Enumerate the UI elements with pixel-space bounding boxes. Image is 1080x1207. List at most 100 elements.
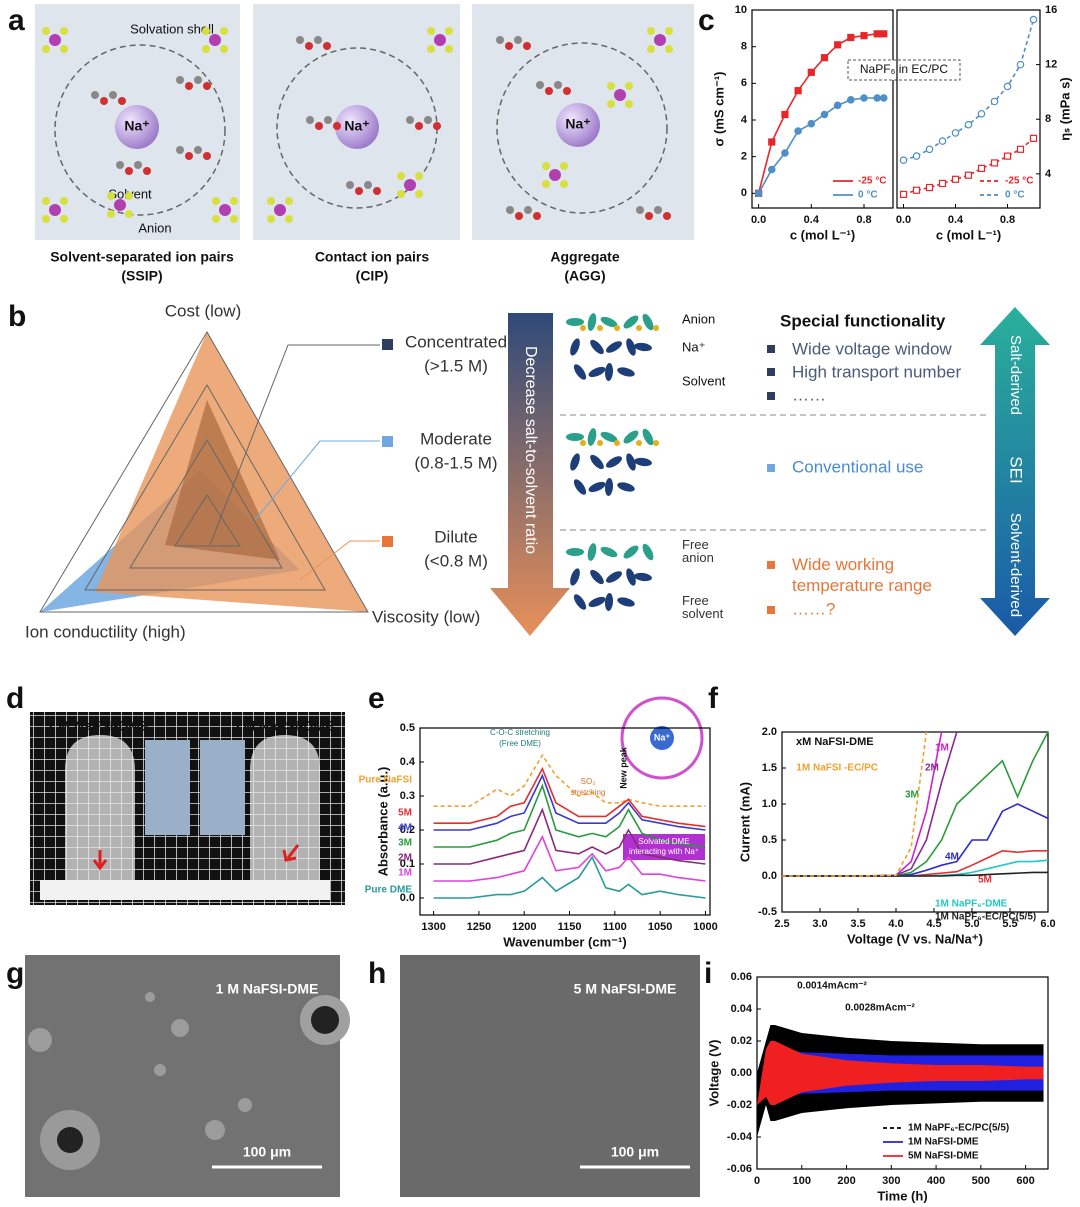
level-range: (>1.5 M) (424, 356, 488, 375)
bullet (767, 345, 775, 353)
anion-atom (625, 100, 633, 108)
panel-letter: h (368, 957, 386, 990)
solvent-atom (355, 187, 363, 195)
marker (1003, 82, 1012, 91)
series-label: 1M (935, 743, 949, 754)
anion-atom (625, 82, 633, 90)
y-axis-title: σ (mS cm⁻¹) (711, 72, 726, 147)
annotation: stretching (571, 788, 606, 797)
anion-atom (647, 45, 655, 53)
cluster-na (614, 440, 620, 446)
x-tick-label: 1050 (648, 921, 672, 933)
annotation-box (847, 59, 961, 81)
annotation: Solvated DME (638, 837, 689, 846)
cluster-ion (617, 597, 635, 607)
panel-g: 1 M NaFSI-DME 100 μm g (6, 955, 350, 1197)
panel-a: Na⁺ Na⁺ Na⁺ Solvation shell Solvent Anio… (8, 4, 694, 284)
solvent-atom (194, 146, 202, 154)
sei-label: Solvent-derived (1007, 513, 1024, 617)
x-tick-label: 1000 (693, 921, 717, 933)
marker (938, 179, 947, 188)
solvent-atom (185, 82, 193, 90)
cation-label: Na⁺ (565, 116, 590, 132)
anion-atom (202, 27, 210, 35)
anion-atom (267, 215, 275, 223)
solvent-atom (523, 42, 531, 50)
x-tick-label: 1200 (512, 921, 536, 933)
level-swatch (382, 339, 393, 350)
bullet (767, 464, 775, 472)
cluster-label: Free anion (682, 537, 714, 565)
x-axis-title: c (mol L⁻¹) (936, 227, 1001, 242)
axis-label: Ion conductility (high) (25, 622, 186, 641)
cluster-ion (600, 316, 618, 328)
y-tick-label: 0.0 (400, 892, 415, 904)
cluster-na (580, 325, 586, 331)
arrow (282, 844, 300, 862)
panel-letter: b (8, 300, 26, 333)
marker (899, 190, 908, 198)
annotation: interacting with Na⁺ (629, 847, 699, 856)
sample-label: 5 M NaFSI-DME (232, 718, 335, 734)
radar-frame (39, 331, 369, 613)
cluster-ion (573, 479, 587, 495)
solvent-atom (176, 146, 184, 154)
marker (873, 30, 881, 38)
solvent-atom (100, 97, 108, 105)
sodium-ion (335, 105, 379, 149)
marker (990, 97, 999, 106)
solvent-atom (524, 206, 532, 214)
solvent-atom (373, 187, 381, 195)
anion-atom (665, 27, 673, 35)
scale-label: 100 μm (611, 1144, 659, 1160)
vial (250, 735, 320, 880)
solvent-atom (315, 122, 323, 130)
cluster-ion (587, 428, 597, 446)
cluster-na (597, 325, 603, 331)
cluster-na (653, 325, 659, 331)
series-line (433, 807, 706, 865)
solvent-atom (433, 122, 441, 130)
cluster-ion (634, 457, 652, 467)
cluster-ion (604, 478, 614, 496)
legend-label: -25 °C (1005, 176, 1033, 187)
cluster-ion (623, 430, 639, 444)
solvent-atom (506, 206, 514, 214)
series-line (433, 783, 706, 848)
solvent-atom (333, 122, 341, 130)
series-line (782, 871, 1048, 877)
cluster-ion (642, 313, 654, 331)
cluster-ion (626, 338, 636, 356)
anion-atom (397, 172, 405, 180)
anion-atom (607, 100, 615, 108)
cluster-ion (600, 546, 618, 558)
anion-center (614, 89, 626, 101)
series-label: 4M (945, 852, 959, 863)
y-tick-label: -0.06 (727, 1163, 752, 1175)
y-tick-label: 2 (741, 151, 747, 163)
marker (1016, 145, 1025, 153)
solvent-atom (143, 167, 151, 175)
plot-frame (751, 9, 894, 209)
solvent-atom (203, 82, 211, 90)
cluster-ion (606, 571, 622, 583)
series-label: 1M NaPF₆-EC/PC(5/5) (935, 912, 1036, 923)
anion-center (219, 204, 231, 216)
annotation: 0.0014mAcm⁻² (797, 981, 867, 992)
y-tick-label: 2.0 (762, 726, 777, 738)
series-line (782, 731, 1049, 877)
marker (880, 30, 888, 38)
anion-atom (107, 192, 115, 200)
sei-label: SEI (1007, 456, 1026, 483)
marker (1003, 152, 1012, 160)
cation-label: Na⁺ (344, 118, 369, 134)
inset-photo (145, 740, 190, 835)
bullet (767, 392, 775, 400)
x-tick-label: 300 (882, 1175, 900, 1187)
anion-atom (607, 82, 615, 90)
solvent-atom (203, 152, 211, 160)
x-tick-label: 0.0 (896, 214, 911, 226)
base (40, 880, 330, 900)
anion-center (114, 199, 126, 211)
marker (951, 129, 960, 137)
